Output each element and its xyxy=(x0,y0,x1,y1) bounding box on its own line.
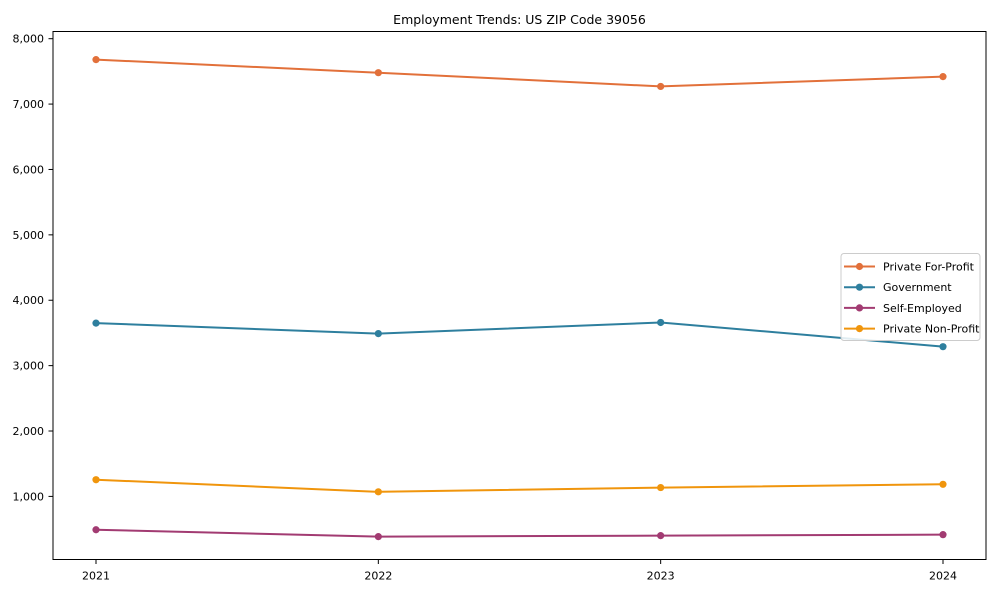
data-point-marker xyxy=(657,532,665,540)
legend-label: Government xyxy=(883,281,952,294)
data-point-marker xyxy=(939,531,947,539)
y-tick-label: 4,000 xyxy=(13,294,45,307)
data-point-marker xyxy=(374,329,382,338)
series-line-private-for-profit xyxy=(95,58,944,88)
legend-marker xyxy=(855,283,864,291)
data-point-marker xyxy=(374,488,382,496)
y-tick-label: 7,000 xyxy=(13,98,45,111)
series-line-government xyxy=(95,321,944,348)
data-point-marker xyxy=(374,533,382,541)
data-point-marker xyxy=(939,343,947,351)
series-line-private-non-profit xyxy=(95,478,944,493)
data-point-marker xyxy=(374,69,382,77)
data-point-marker xyxy=(657,82,665,91)
y-tick-label: 6,000 xyxy=(13,163,45,176)
data-point-marker xyxy=(92,319,100,327)
x-tick-label: 2024 xyxy=(929,570,957,583)
data-point-marker xyxy=(92,476,100,484)
x-tick-label: 2023 xyxy=(647,570,675,583)
legend-marker xyxy=(855,325,864,333)
legend-marker xyxy=(855,304,864,312)
legend-label: Private For-Profit xyxy=(883,261,975,274)
y-tick-label: 2,000 xyxy=(13,425,45,438)
y-tick-label: 3,000 xyxy=(13,360,45,373)
data-point-marker xyxy=(92,56,100,64)
chart-title: Employment Trends: US ZIP Code 39056 xyxy=(393,12,646,27)
axes-frame xyxy=(52,31,987,560)
data-point-marker xyxy=(939,73,947,81)
data-point-marker xyxy=(657,483,665,492)
legend-label: Self-Employed xyxy=(883,302,962,315)
y-tick-label: 8,000 xyxy=(13,33,45,46)
legend-box xyxy=(840,253,981,341)
data-point-marker xyxy=(939,480,947,488)
x-tick-label: 2022 xyxy=(364,570,392,583)
data-point-marker xyxy=(92,526,100,534)
data-point-marker xyxy=(657,318,665,327)
legend-label: Private Non-Profit xyxy=(883,323,980,336)
legend-marker xyxy=(855,262,864,271)
y-tick-label: 1,000 xyxy=(13,490,45,503)
y-tick-label: 5,000 xyxy=(13,229,45,242)
x-tick-label: 2021 xyxy=(82,570,110,583)
series-line-self-employed xyxy=(95,528,944,538)
